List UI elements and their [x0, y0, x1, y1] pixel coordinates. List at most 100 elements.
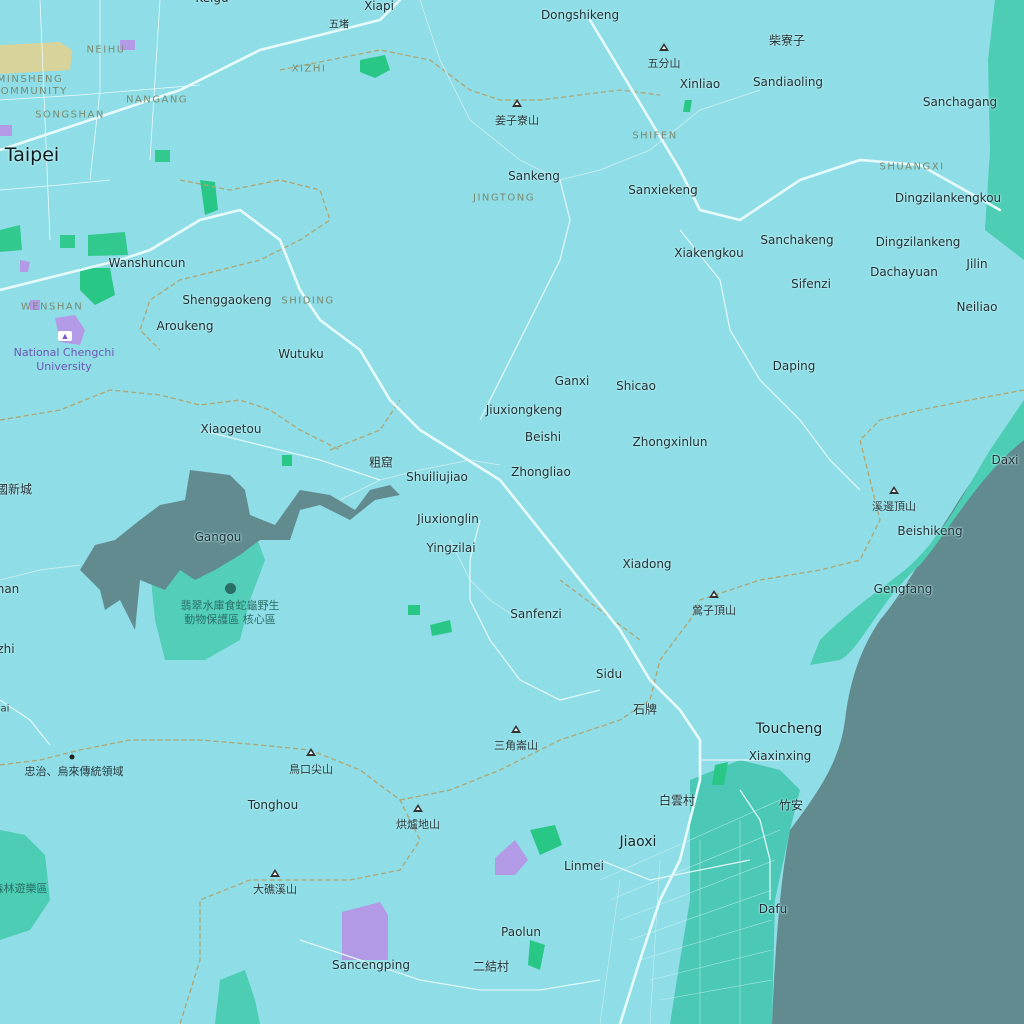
poi-label-traditional-territory[interactable]: 忠治、烏來傳統領域: [24, 765, 124, 778]
place-label[interactable]: Gengfang: [873, 582, 933, 596]
peak-marker-icon[interactable]: [709, 590, 719, 598]
peak-label[interactable]: 鶯子頂山: [692, 604, 736, 617]
town-label-toucheng[interactable]: Toucheng: [755, 721, 823, 737]
place-label[interactable]: Dachayuan: [870, 265, 938, 279]
place-label[interactable]: Dingzilankeng: [875, 235, 961, 249]
place-label[interactable]: Beishi: [524, 430, 562, 444]
place-label[interactable]: Paolun: [501, 925, 541, 939]
place-label[interactable]: 竹安: [778, 798, 804, 813]
peak-label[interactable]: 大礁溪山: [253, 883, 297, 896]
place-label[interactable]: Dafu: [758, 902, 788, 916]
peak-marker-icon[interactable]: [889, 486, 899, 494]
place-label[interactable]: Sanchakeng: [760, 233, 834, 247]
place-label[interactable]: 柴寮子: [768, 33, 806, 48]
taipei-purple: [0, 40, 135, 310]
poi-label-recreation-area[interactable]: 森林遊樂區: [0, 882, 48, 895]
poi-label-university[interactable]: National Chengchi University: [13, 346, 115, 373]
place-label[interactable]: Zhongliao: [511, 465, 571, 479]
peak-marker-icon[interactable]: [413, 804, 423, 812]
place-label[interactable]: Xiaogetou: [200, 422, 262, 436]
peak-marker-icon[interactable]: [659, 43, 669, 51]
graduation-cap-icon[interactable]: ▲: [58, 331, 72, 341]
place-label[interactable]: Beishikeng: [897, 524, 963, 538]
peak-marker-icon[interactable]: [306, 748, 316, 756]
place-label[interactable]: Sankeng: [508, 169, 560, 183]
place-label[interactable]: Sanfenzi: [510, 607, 562, 621]
district-label-shuangxi: SHUANGXI: [879, 161, 945, 173]
place-label[interactable]: Aroukeng: [156, 319, 214, 333]
tree-icon[interactable]: [225, 583, 236, 594]
place-label[interactable]: 五堵: [329, 19, 349, 31]
place-label[interactable]: Shuiliujiao: [406, 470, 468, 484]
peak-marker-icon[interactable]: [512, 99, 522, 107]
taipei-urban: [0, 0, 250, 380]
place-label[interactable]: 粗窟: [368, 455, 394, 470]
district-label-nangang: NANGANG: [125, 94, 189, 106]
place-label[interactable]: Neiliao: [956, 300, 998, 314]
place-label[interactable]: Sandiaoling: [752, 75, 824, 89]
district-label-neihu: NEIHU: [86, 44, 126, 56]
peak-label[interactable]: 溪邊頂山: [872, 500, 916, 513]
place-label[interactable]: Keigu: [195, 0, 228, 5]
place-label[interactable]: Xinliao: [679, 77, 721, 91]
peak-label[interactable]: 烘爐地山: [396, 818, 440, 831]
place-label[interactable]: Xiakengkou: [674, 246, 744, 260]
green-patches: [80, 55, 728, 970]
place-label[interactable]: Zhongxinlun: [632, 435, 708, 449]
poi-dot-icon[interactable]: [69, 754, 75, 760]
place-label[interactable]: Ganxi: [554, 374, 590, 388]
district-label-jingtong: JINGTONG: [473, 192, 535, 204]
place-label[interactable]: zhi: [0, 642, 15, 656]
peak-label[interactable]: 三角崙山: [494, 739, 538, 752]
purple-sancengping: [342, 902, 388, 960]
place-label[interactable]: han: [0, 582, 20, 596]
coastal-park: [810, 400, 1024, 665]
place-label[interactable]: Xiaxinxing: [748, 749, 812, 763]
place-label[interactable]: Sanxiekeng: [628, 183, 698, 197]
place-label[interactable]: Jilin: [966, 257, 988, 271]
peak-label[interactable]: 鳥口尖山: [289, 763, 333, 776]
place-label[interactable]: Shicao: [616, 379, 656, 393]
place-label[interactable]: Dingzilankengkou: [894, 191, 1002, 205]
place-label[interactable]: Shenggaokeng: [182, 293, 272, 307]
place-label[interactable]: 二結村: [472, 959, 510, 974]
town-label-jiaoxi[interactable]: Jiaoxi: [619, 834, 657, 850]
district-label-shifen: SHIFEN: [632, 130, 678, 142]
district-label-minsheng: MINSHENG COMMUNITY: [0, 74, 68, 97]
roads-minor: [0, 179, 861, 991]
peak-label[interactable]: 姜子寮山: [495, 114, 539, 127]
district-label-wenshan: WENSHAN: [20, 301, 84, 313]
place-label[interactable]: Xiapi: [364, 0, 394, 13]
place-label[interactable]: Jiuxiongkeng: [485, 403, 563, 417]
peak-marker-icon[interactable]: [270, 869, 280, 877]
place-label[interactable]: Wanshuncun: [108, 256, 186, 270]
boundaries: [0, 49, 1024, 1024]
place-label[interactable]: Yingzilai: [426, 541, 476, 555]
place-label[interactable]: Sifenzi: [791, 277, 831, 291]
place-label[interactable]: Daping: [772, 359, 816, 373]
city-label-taipei[interactable]: Taipei: [4, 144, 60, 166]
place-label[interactable]: 白雲村: [658, 793, 696, 808]
place-label[interactable]: 國新城: [0, 482, 33, 497]
place-label[interactable]: Jiuxionglin: [417, 512, 479, 526]
place-label[interactable]: ai: [0, 703, 10, 715]
place-label[interactable]: Wutuku: [278, 347, 324, 361]
peak-marker-icon[interactable]: [511, 725, 521, 733]
place-label[interactable]: 石牌: [632, 702, 658, 717]
place-label[interactable]: Sancengping: [332, 958, 410, 972]
street-grid: [599, 799, 781, 1024]
peak-label[interactable]: 五分山: [647, 57, 681, 70]
place-label[interactable]: Sanchagang: [922, 95, 998, 109]
reservoir: [80, 470, 400, 630]
sea: [772, 440, 1024, 1024]
place-label[interactable]: Gangou: [194, 530, 242, 544]
poi-label-reserve[interactable]: 翡翠水庫食蛇龜野生 動物保護區 核心區: [180, 599, 280, 626]
place-label[interactable]: Tonghou: [247, 798, 299, 812]
place-label[interactable]: Dongshikeng: [540, 8, 620, 22]
place-label[interactable]: Xiadong: [622, 557, 672, 571]
place-label[interactable]: Linmei: [563, 859, 605, 873]
taipei-green: [0, 150, 170, 256]
place-label[interactable]: Sidu: [595, 667, 623, 681]
place-label[interactable]: Daxi: [991, 453, 1019, 467]
